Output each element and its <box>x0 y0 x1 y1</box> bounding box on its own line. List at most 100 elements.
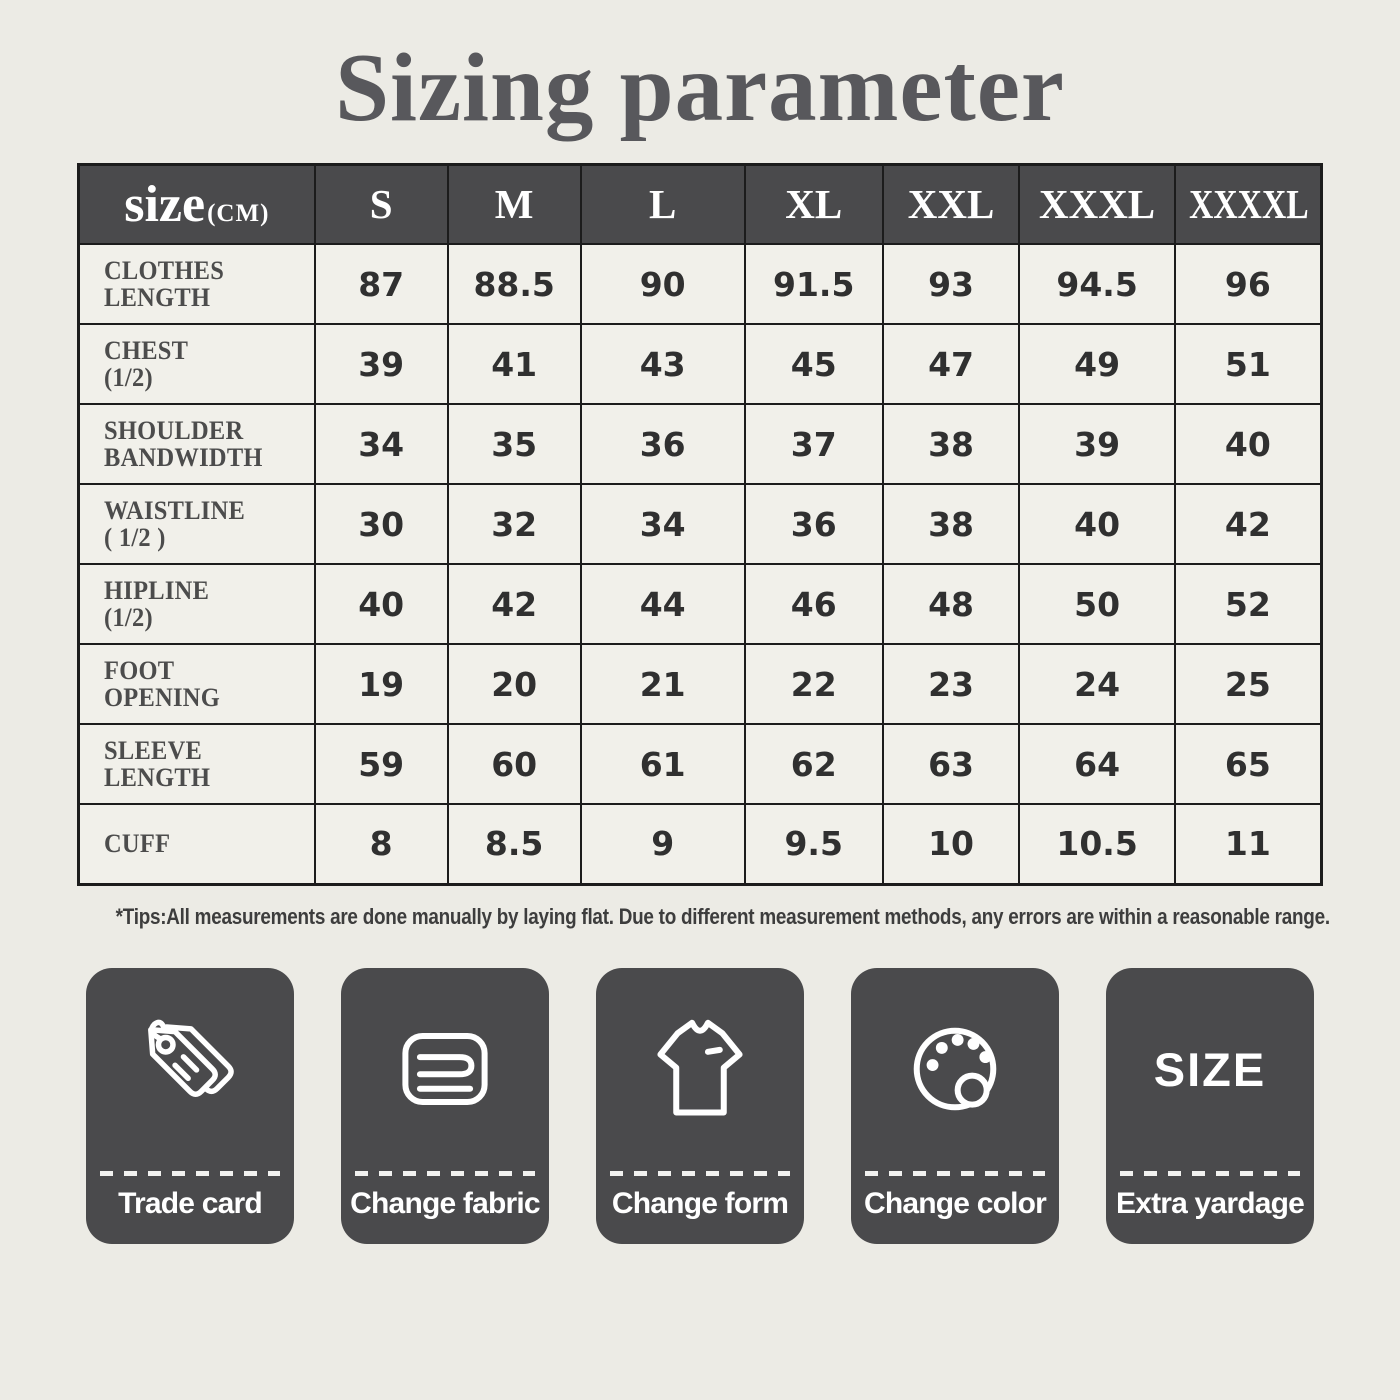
size-unit-label: size <box>124 175 206 233</box>
value-cell: 39 <box>1018 403 1176 486</box>
value-cell: 24 <box>1018 643 1176 726</box>
table-row: SLEEVE LENGTH 59 60 61 62 63 64 65 <box>77 723 1323 806</box>
tile-icon-box: SIZE <box>1106 968 1314 1171</box>
value-cell: 88.5 <box>446 243 582 326</box>
row-label: CLOTHES LENGTH <box>77 243 316 326</box>
row-label: HIPLINE (1/2) <box>77 563 316 646</box>
tips-text: *Tips:All measurements are done manually… <box>115 903 1330 929</box>
value-cell: 9 <box>579 803 746 886</box>
value-cell: 36 <box>743 483 884 566</box>
size-text-icon: SIZE <box>1153 1042 1267 1096</box>
tile-change-fabric: Change fabric <box>341 967 549 1244</box>
row-label: CHEST (1/2) <box>77 323 316 406</box>
value-cell: 60 <box>446 723 582 806</box>
value-cell: 90 <box>579 243 746 326</box>
value-cell: 91.5 <box>743 243 884 326</box>
row-label-line: (1/2) <box>104 363 153 393</box>
row-label-line: CHEST <box>104 335 189 365</box>
column-header-xl: XL <box>743 163 884 246</box>
table-row: FOOT OPENING 19 20 21 22 23 24 25 <box>77 643 1323 726</box>
row-label: CUFF <box>77 803 316 886</box>
column-header-label: XXXL <box>1038 181 1156 228</box>
value-cell: 19 <box>313 643 449 726</box>
price-tags-icon <box>124 1003 256 1135</box>
value-cell: 96 <box>1173 243 1323 326</box>
row-label-line: LENGTH <box>104 283 211 313</box>
column-header-label: XXXXL <box>1188 181 1309 228</box>
table-row: CHEST (1/2) 39 41 43 45 47 49 51 <box>77 323 1323 406</box>
tile-change-color: Change color <box>851 967 1059 1244</box>
feature-tiles: Trade card Change fabric Change f <box>0 967 1400 1244</box>
value-cell: 59 <box>313 723 449 806</box>
value-cell: 40 <box>313 563 449 646</box>
value-cell: 45 <box>743 323 884 406</box>
row-label-line: SLEEVE <box>104 735 203 765</box>
column-header-m: M <box>446 163 582 246</box>
value-cell: 38 <box>881 483 1021 566</box>
row-label-line: LENGTH <box>104 763 211 793</box>
table-row: WAISTLINE( 1/2 ) 30 32 34 36 38 40 42 <box>77 483 1323 566</box>
value-cell: 34 <box>579 483 746 566</box>
tile-icon-box <box>851 968 1059 1171</box>
value-cell: 42 <box>1173 483 1323 566</box>
value-cell: 49 <box>1018 323 1176 406</box>
column-header-xxl: XXL <box>881 163 1021 246</box>
column-header-xxxxl: XXXXL <box>1173 163 1323 246</box>
tips-note: *Tips:All measurements are done manually… <box>0 904 1400 930</box>
value-cell: 35 <box>446 403 582 486</box>
row-label-line: OPENING <box>104 683 221 713</box>
row-label: WAISTLINE( 1/2 ) <box>77 483 316 566</box>
column-header-xxxl: XXXL <box>1018 163 1176 246</box>
value-cell: 87 <box>313 243 449 326</box>
row-label-line: CLOTHES <box>104 255 225 285</box>
row-label-line: FOOT <box>104 655 175 685</box>
value-cell: 94.5 <box>1018 243 1176 326</box>
tile-icon-box <box>341 968 549 1171</box>
value-cell: 47 <box>881 323 1021 406</box>
value-cell: 65 <box>1173 723 1323 806</box>
folded-fabric-icon <box>379 1003 511 1135</box>
tile-icon-box <box>86 968 294 1171</box>
row-label: SLEEVE LENGTH <box>77 723 316 806</box>
row-label-line: CUFF <box>104 829 171 859</box>
tshirt-icon <box>634 1003 766 1135</box>
value-cell: 32 <box>446 483 582 566</box>
column-header-label: M <box>494 181 534 228</box>
tile-label: Change fabric <box>350 1186 540 1220</box>
tile-change-form: Change form <box>596 967 804 1244</box>
tile-extra-yardage: SIZE Extra yardage <box>1106 967 1314 1244</box>
value-cell: 51 <box>1173 323 1323 406</box>
value-cell: 93 <box>881 243 1021 326</box>
dashed-divider <box>865 1170 1045 1176</box>
size-table-body: CLOTHES LENGTH 87 88.5 90 91.5 93 94.5 96 CHEST (1… <box>77 243 1323 886</box>
dashed-divider <box>355 1170 535 1176</box>
value-cell: 52 <box>1173 563 1323 646</box>
table-row: SHOULDER BANDWIDTH 34 35 36 37 38 39 40 <box>77 403 1323 486</box>
table-header-row: size(CM) S M L XL XXL XXXL XXXXL <box>77 163 1323 246</box>
value-cell: 46 <box>743 563 884 646</box>
value-cell: 50 <box>1018 563 1176 646</box>
value-cell: 39 <box>313 323 449 406</box>
value-cell: 10.5 <box>1018 803 1176 886</box>
value-cell: 43 <box>579 323 746 406</box>
value-cell: 40 <box>1018 483 1176 566</box>
value-cell: 64 <box>1018 723 1176 806</box>
value-cell: 10 <box>881 803 1021 886</box>
palette-icon <box>889 1003 1021 1135</box>
tile-trade-card: Trade card <box>86 967 294 1244</box>
value-cell: 20 <box>446 643 582 726</box>
value-cell: 9.5 <box>743 803 884 886</box>
column-header-label: XL <box>785 181 843 228</box>
dashed-divider <box>1120 1170 1300 1176</box>
row-label-line: HIPLINE <box>104 575 210 605</box>
row-label-line: BANDWIDTH <box>104 443 263 473</box>
row-label-line: (1/2) <box>104 603 153 633</box>
size-table: size(CM) S M L XL XXL XXXL XXXXL CLOTHES LENGTH… <box>77 162 1323 886</box>
value-cell: 8.5 <box>446 803 582 886</box>
value-cell: 8 <box>313 803 449 886</box>
value-cell: 42 <box>446 563 582 646</box>
tile-label: Extra yardage <box>1115 1186 1305 1220</box>
dashed-divider <box>610 1170 790 1176</box>
value-cell: 40 <box>1173 403 1323 486</box>
